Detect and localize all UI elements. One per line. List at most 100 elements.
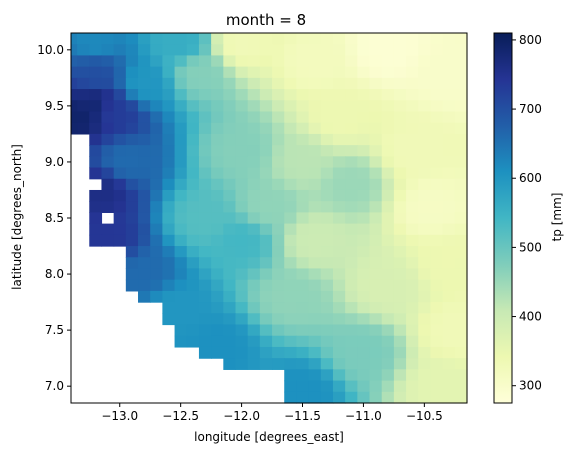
heatmap-cell — [186, 257, 200, 270]
heatmap-cell — [272, 358, 285, 370]
heatmap-cell — [150, 268, 163, 281]
x-tick-label: −12.5 — [162, 409, 199, 423]
heatmap-cell — [89, 111, 103, 124]
heatmap-cell — [235, 313, 249, 326]
heatmap-cell — [406, 178, 419, 191]
heatmap-cell — [150, 201, 163, 213]
heatmap-cell — [150, 189, 163, 202]
heatmap-cell — [272, 77, 285, 90]
heatmap-cell — [186, 178, 200, 191]
heatmap-cell — [418, 257, 432, 270]
heatmap-cell — [235, 178, 249, 191]
heatmap-cell — [332, 178, 346, 191]
heatmap-cell — [235, 122, 249, 135]
heatmap-cell — [442, 77, 456, 90]
heatmap-cell — [442, 391, 456, 404]
heatmap-cell — [369, 66, 383, 79]
heatmap-cell — [381, 44, 395, 57]
heatmap-cell — [369, 302, 383, 314]
heatmap-cell — [308, 246, 322, 258]
heatmap-cell — [418, 100, 432, 113]
heatmap-cell — [284, 358, 298, 370]
heatmap-cell — [259, 122, 273, 135]
heatmap-cell — [406, 133, 419, 146]
heatmap-cell — [418, 223, 432, 236]
heatmap-cell — [296, 358, 310, 370]
heatmap-cell — [381, 346, 395, 359]
heatmap-cell — [223, 178, 237, 191]
heatmap-cell — [284, 335, 298, 348]
heatmap-cell — [235, 111, 249, 124]
heatmap-cell — [430, 66, 444, 79]
heatmap-cell — [259, 133, 273, 146]
heatmap-cell — [406, 246, 419, 258]
heatmap-cell — [357, 358, 371, 370]
heatmap-cell — [223, 122, 237, 135]
heatmap-cell — [454, 178, 468, 191]
heatmap-cell — [162, 55, 176, 68]
heatmap-cell — [101, 145, 115, 157]
heatmap-cell — [150, 156, 163, 169]
heatmap-cell — [430, 313, 444, 326]
heatmap-cell — [296, 369, 310, 382]
heatmap-cell — [235, 33, 249, 45]
heatmap-cell — [418, 324, 432, 337]
heatmap-cell — [247, 66, 261, 79]
heatmap-cell — [320, 201, 334, 213]
heatmap-cell — [454, 369, 468, 382]
heatmap-cell — [442, 302, 456, 314]
heatmap-cell — [272, 324, 285, 337]
heatmap-cell — [369, 55, 383, 68]
heatmap-cell — [186, 77, 200, 90]
heatmap-cell — [418, 268, 432, 281]
heatmap-cell — [296, 89, 310, 101]
heatmap-cell — [332, 335, 346, 348]
heatmap-cell — [272, 55, 285, 68]
heatmap-cell — [381, 380, 395, 393]
heatmap-cell — [259, 223, 273, 236]
heatmap-cell — [332, 257, 346, 270]
heatmap-cell — [332, 279, 346, 292]
heatmap-cell — [430, 44, 444, 57]
heatmap-cell — [89, 66, 103, 79]
heatmap-cell — [211, 257, 224, 270]
heatmap-cell — [198, 178, 212, 191]
heatmap-cell — [332, 290, 346, 303]
heatmap-cell — [430, 380, 444, 393]
heatmap-cell — [418, 279, 432, 292]
heatmap-cell — [235, 268, 249, 281]
heatmap-cell — [272, 257, 285, 270]
heatmap-cell — [235, 234, 249, 247]
heatmap-cell — [296, 246, 310, 258]
heatmap-cell — [113, 212, 127, 225]
heatmap-cell — [406, 358, 419, 370]
heatmap-cell — [259, 212, 273, 225]
heatmap-cell — [272, 111, 285, 124]
heatmap-cell — [174, 223, 188, 236]
heatmap-cell — [381, 133, 395, 146]
heatmap-cell — [186, 279, 200, 292]
heatmap-cell — [247, 234, 261, 247]
heatmap-cell — [162, 122, 176, 135]
heatmap-cell — [369, 145, 383, 157]
heatmap-cell — [71, 111, 78, 124]
heatmap-cell — [186, 33, 200, 45]
heatmap-cell — [272, 89, 285, 101]
heatmap-cell — [442, 189, 456, 202]
heatmap-cell — [381, 358, 395, 370]
heatmap-cell — [454, 234, 468, 247]
heatmap-cell — [223, 145, 237, 157]
heatmap-cell — [138, 77, 151, 90]
heatmap-cell — [186, 335, 200, 348]
heatmap-cell — [198, 111, 212, 124]
heatmap-cell — [418, 55, 432, 68]
heatmap-cell — [320, 279, 334, 292]
heatmap-cell — [369, 324, 383, 337]
heatmap-cell — [320, 44, 334, 57]
heatmap-cell — [198, 313, 212, 326]
heatmap-cell — [381, 335, 395, 348]
x-axis-label: longitude [degrees_east] — [194, 430, 344, 444]
heatmap-cell — [430, 33, 444, 45]
heatmap-cell — [381, 77, 395, 90]
heatmap-cell — [259, 313, 273, 326]
